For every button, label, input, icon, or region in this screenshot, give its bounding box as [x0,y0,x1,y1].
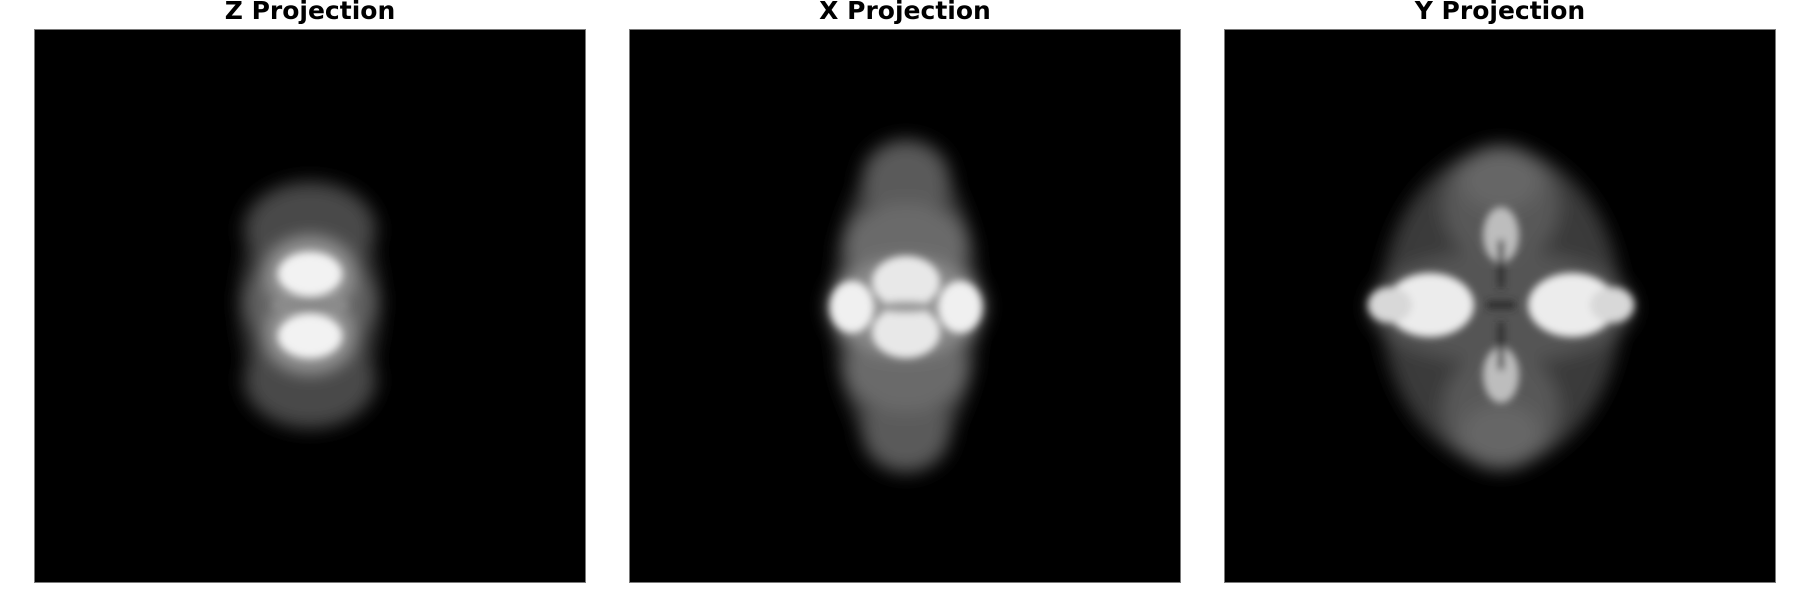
z-projection-image [34,29,586,583]
y-projection-image [1224,29,1776,583]
panel-y-projection: Y Projection [1224,0,1776,585]
x-projection-image [629,29,1181,583]
panel-title: Z Projection [224,0,396,25]
panel-z-projection: Z Projection [34,0,586,585]
panel-title: X Projection [819,0,991,25]
panel-title: Y Projection [1414,0,1586,25]
panel-x-projection: X Projection [629,0,1181,585]
